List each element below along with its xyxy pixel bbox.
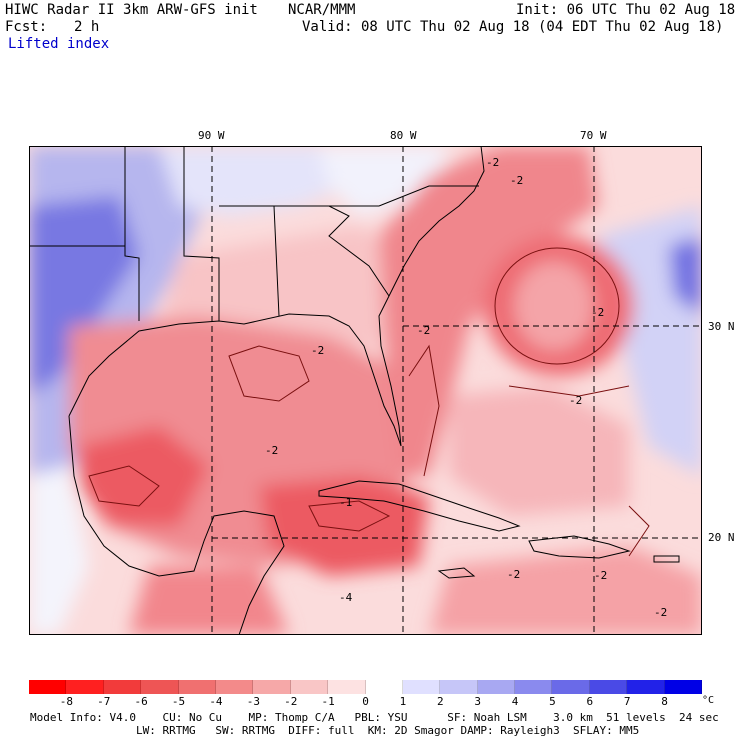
- map-border: [29, 146, 702, 635]
- color-scale-cell: [477, 680, 516, 694]
- contour-label: -2: [507, 568, 520, 581]
- color-scale-cell: [664, 680, 703, 694]
- contour-label: -2: [591, 306, 604, 319]
- color-scale-tick-label: -7: [97, 695, 111, 708]
- color-scale-tick-label: -8: [59, 695, 73, 708]
- contour-label: -4: [339, 591, 353, 604]
- color-scale-tick-label: 7: [623, 695, 631, 708]
- color-scale-tick-label: -6: [134, 695, 148, 708]
- color-scale-cell: [29, 680, 67, 694]
- lon-label-70w: 70 W: [580, 129, 607, 142]
- color-scale-tick-label: 8: [661, 695, 668, 708]
- color-scale-tick-label: -5: [171, 695, 186, 708]
- model-info-line-2: LW: RRTMG SW: RRTMG DIFF: full KM: 2D Sm…: [30, 724, 640, 737]
- contour-label: -2: [486, 156, 499, 169]
- init-time: Init: 06 UTC Thu 02 Aug 18: [516, 2, 736, 18]
- forecast-hour: 2 h: [74, 19, 100, 35]
- color-scale-tick-label: 6: [586, 695, 594, 708]
- color-scale-cell: [328, 680, 366, 694]
- coastlines: [29, 146, 680, 635]
- product-title: HIWC Radar II 3km ARW-GFS init: [5, 2, 258, 18]
- contour-label: -2: [594, 569, 607, 582]
- lat-label-30n: 30 N: [708, 320, 735, 333]
- lifted-index-map: -2 -2 -2 -2 -2 -1 -2 -2 -2 -2 -2 -4: [29, 146, 702, 635]
- color-scale-cell: [103, 680, 142, 694]
- color-scale-cell: [402, 680, 441, 694]
- color-scale-tick-label: 4: [511, 695, 519, 708]
- valid-time: Valid: 08 UTC Thu 02 Aug 18 (04 EDT Thu …: [302, 19, 724, 35]
- contour-label: -2: [417, 324, 430, 337]
- color-scale-cell: [440, 680, 478, 694]
- contour-label: -2: [569, 394, 582, 407]
- field-name: Lifted index: [8, 36, 110, 52]
- color-scale-cell: [215, 680, 254, 694]
- color-scale-tick-label: 0: [362, 695, 369, 708]
- contour-label: -1: [339, 496, 352, 509]
- color-scale-cell: [589, 680, 628, 694]
- color-scale-tick-label: -2: [284, 695, 298, 708]
- lat-label-20n: 20 N: [708, 531, 735, 544]
- color-scale-tick-label: -3: [246, 695, 260, 708]
- color-scale-cell: [141, 680, 179, 694]
- color-scale-tick-label: 5: [549, 695, 556, 708]
- lon-label-90w: 90 W: [198, 129, 225, 142]
- color-scale-bar: [29, 680, 703, 694]
- color-scale-cell: [515, 680, 553, 694]
- contour-label: -2: [311, 344, 324, 357]
- color-scale-tick-label: -1: [321, 695, 335, 708]
- contours: [88, 247, 650, 557]
- color-scale-tick-label: -4: [209, 695, 223, 708]
- lon-label-80w: 80 W: [390, 129, 417, 142]
- color-scale-tick-label: 1: [399, 695, 407, 708]
- model-info-line-1: Model Info: V4.0 CU: No Cu MP: Thomp C/A…: [30, 711, 719, 724]
- forecast-label: Fcst:: [5, 19, 48, 35]
- color-scale-unit: °C: [701, 695, 715, 706]
- contour-label: -2: [654, 606, 667, 619]
- color-scale-cell: [66, 680, 104, 694]
- organization-label: NCAR/MMM: [288, 2, 356, 18]
- color-scale-cell: [253, 680, 291, 694]
- color-scale-cell: [178, 680, 216, 694]
- color-scale-cell: [552, 680, 590, 694]
- lat-lon-grid: [211, 146, 702, 635]
- color-scale-cell: [290, 680, 329, 694]
- color-scale-tick-label: 3: [474, 695, 481, 708]
- color-scale-cell: [365, 680, 403, 694]
- color-scale-tick-label: 2: [436, 695, 444, 708]
- contour-label: -2: [265, 444, 278, 457]
- color-scale-labels: -8 -7 -6 -5 -4 -3 -2 -1 0 1 2 3 4 5 6 7 8 °C: [29, 695, 729, 709]
- color-scale-cell: [627, 680, 665, 694]
- contour-label: -2: [510, 174, 523, 187]
